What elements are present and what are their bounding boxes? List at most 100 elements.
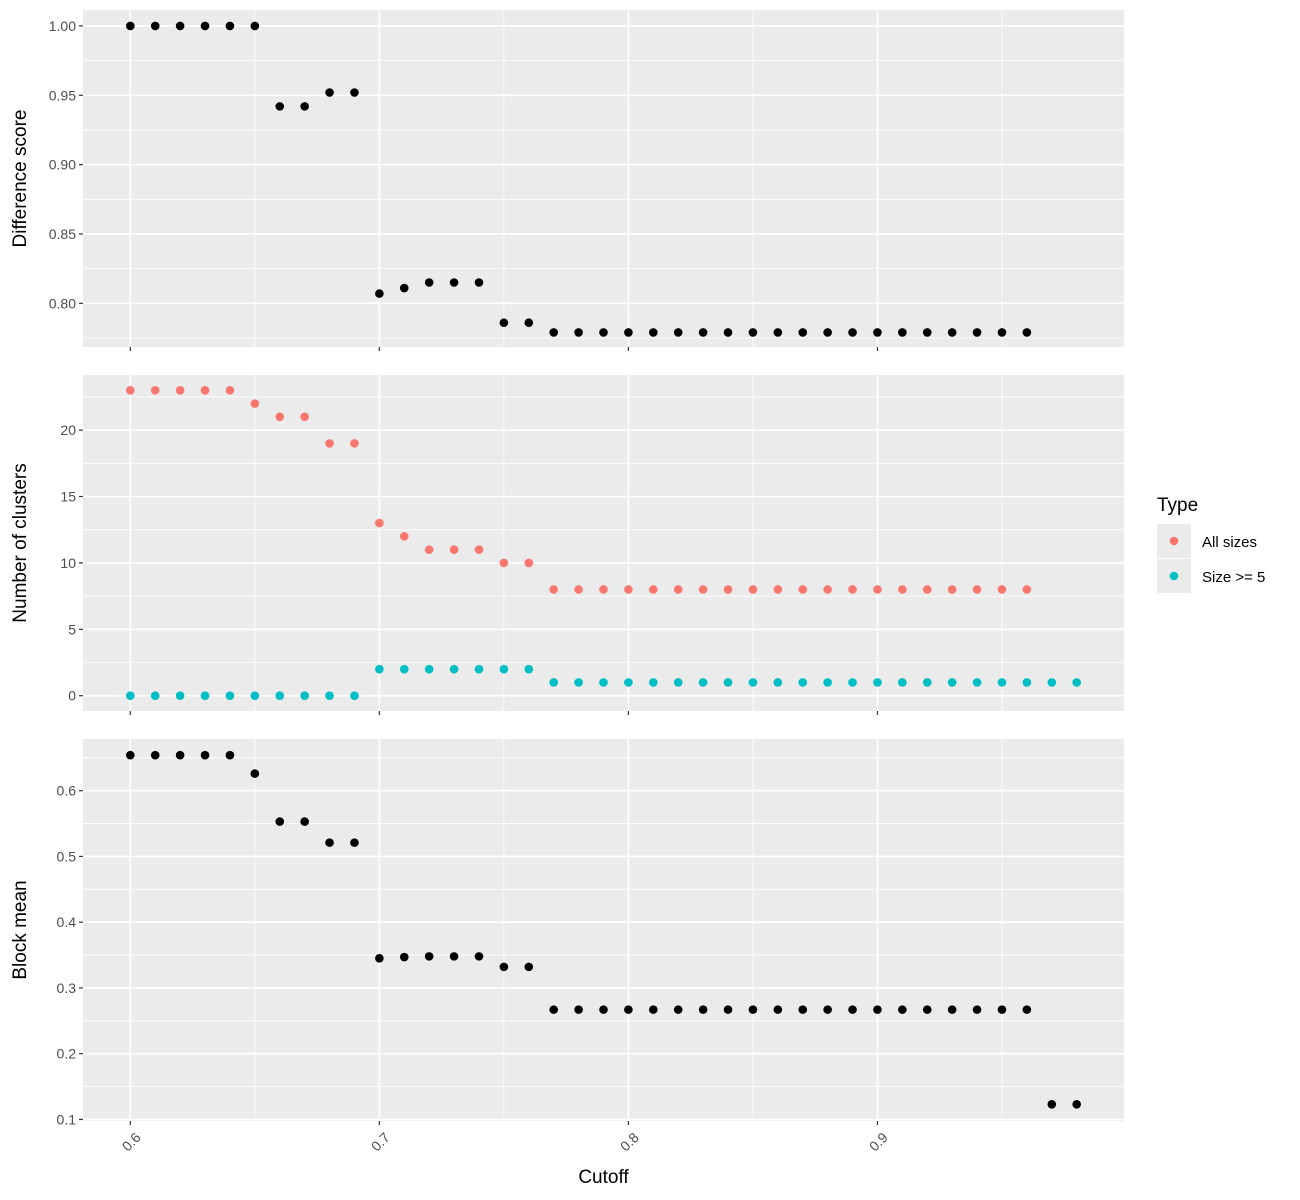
data-point [972,585,982,594]
data-point [599,328,608,337]
data-point [275,102,285,111]
data-point [723,585,733,594]
data-point [723,678,733,687]
data-point [798,1005,808,1014]
data-point [947,678,957,687]
y-tick-label: 0.80 [49,295,76,311]
data-point [449,545,459,554]
data-point [150,21,160,31]
data-point [250,399,260,408]
y-tick-label: 1.00 [49,18,76,34]
data-point [275,412,285,422]
data-point [748,678,758,687]
data-point [922,328,932,337]
data-point [499,962,509,972]
data-point [175,691,185,701]
data-point [474,664,484,674]
data-point [375,954,384,963]
legend-title: Type [1157,495,1198,516]
x-tick-label: 0.8 [617,1129,642,1154]
y-axis-title: Difference score [10,110,31,248]
data-point [250,21,260,31]
data-point [126,21,135,31]
legend-label-size-5: Size >= 5 [1202,569,1265,586]
data-point [325,838,334,847]
data-point [599,585,608,594]
data-point [823,678,832,687]
data-point [225,750,235,760]
data-point [574,1005,583,1014]
data-point [300,691,309,701]
legend-label-all-sizes: All sizes [1202,534,1257,551]
y-tick-label: 0.4 [57,914,77,930]
data-point [723,1005,733,1014]
data-point [649,328,658,337]
data-point [300,102,309,111]
data-point [698,678,708,687]
data-point [524,962,534,972]
data-point [873,678,882,687]
data-point [673,1005,683,1014]
data-point [399,283,409,293]
data-point [150,750,160,760]
data-point [200,750,210,760]
data-point [474,952,484,961]
data-point [873,585,882,594]
data-point [649,1005,658,1014]
data-point [250,769,260,778]
data-point [898,585,907,594]
data-point [250,691,260,701]
data-point [1072,1099,1081,1109]
y-tick-label: 0.6 [57,783,77,799]
data-point [1022,678,1032,687]
data-point [549,585,558,594]
x-tick-label: 0.7 [368,1129,393,1154]
data-point [798,585,808,594]
data-point [922,585,932,594]
data-point [424,278,434,287]
data-point [848,678,857,687]
panel-middle: 0 5 10 15 20 Number of clusters [10,375,1124,715]
data-point [300,817,309,826]
data-point [823,585,832,594]
y-tick-label: 10 [60,555,76,571]
data-point [997,328,1007,337]
data-point [126,385,135,395]
data-point [424,545,434,554]
data-point [947,328,957,337]
data-point [399,664,409,674]
data-point [150,691,160,701]
legend-key-all-sizes [1169,536,1179,546]
data-point [947,1005,957,1014]
panel-background [83,739,1124,1121]
data-point [325,88,334,97]
data-point [624,585,633,594]
panel-top: 0.80 0.85 0.90 0.95 1.00 Difference score [10,10,1124,351]
data-point [698,585,708,594]
data-point [325,439,334,448]
legend-key-size-5 [1169,571,1179,581]
data-point [549,1005,558,1014]
data-point [773,328,783,337]
data-point [748,585,758,594]
data-point [947,585,957,594]
data-point [524,664,534,674]
data-point [599,1005,608,1014]
data-point [698,1005,708,1014]
x-tick-label: 0.9 [866,1129,891,1154]
data-point [499,664,509,674]
data-point [399,952,409,962]
data-point [1022,1005,1032,1014]
data-point [225,385,235,395]
data-point [150,385,160,395]
y-tick-label: 0.5 [57,848,77,864]
data-point [649,678,658,687]
data-point [200,691,210,701]
series-all-sizes [126,385,1032,594]
data-point [524,318,534,328]
data-point [898,328,907,337]
data-point [997,1005,1007,1014]
data-point [873,328,882,337]
data-point [350,691,359,701]
